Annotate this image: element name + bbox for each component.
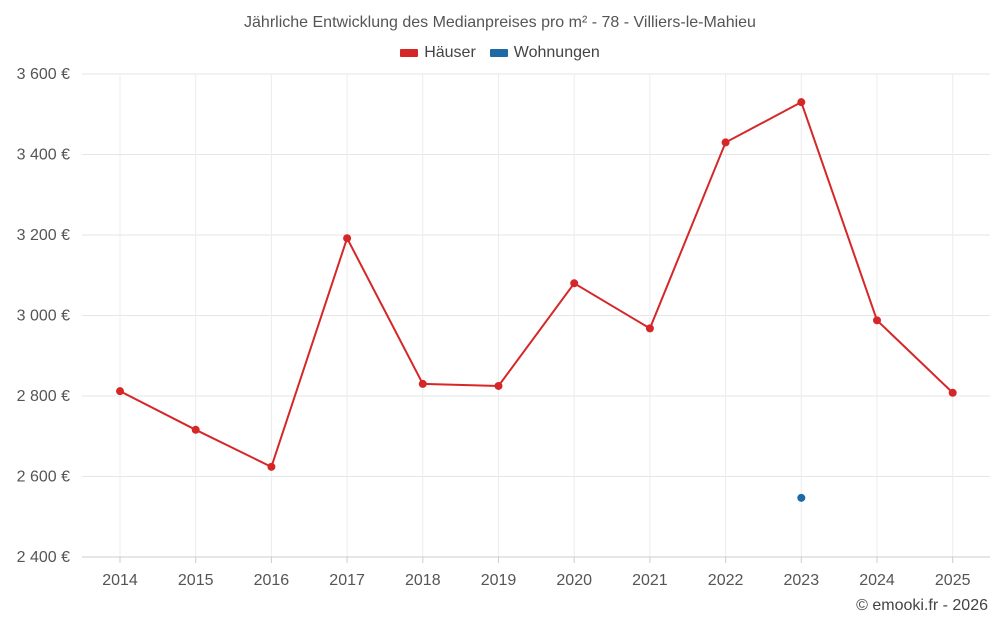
- x-tick-label: 2019: [481, 572, 517, 589]
- y-tick-label: 3 600 €: [17, 66, 70, 83]
- data-point-haeuser-2019: [494, 381, 503, 390]
- data-point-haeuser-2018: [418, 379, 427, 388]
- copyright-notice: © emooki.fr - 2026: [856, 597, 988, 614]
- data-point-haeuser-2016: [267, 462, 276, 471]
- y-tick-label: 3 000 €: [17, 308, 70, 325]
- x-tick-label: 2018: [405, 572, 441, 589]
- data-point-haeuser-2014: [116, 387, 124, 396]
- legend-swatch-haeuser: [400, 49, 419, 57]
- x-tick-label: 2015: [178, 572, 214, 589]
- legend-item-haeuser[interactable]: Häuser: [400, 44, 476, 62]
- data-point-haeuser-2023: [797, 98, 806, 107]
- data-point-haeuser-2015: [191, 425, 200, 434]
- y-tick-label: 2 400 €: [17, 549, 70, 566]
- legend-swatch-wohnungen: [489, 49, 508, 57]
- x-tick-label: 2021: [632, 572, 668, 589]
- data-point-haeuser-2025: [948, 388, 957, 397]
- y-tick-label: 2 600 €: [17, 469, 70, 486]
- x-tick-label: 2020: [556, 572, 592, 589]
- y-tick-label: 3 200 €: [17, 227, 70, 244]
- data-point-haeuser-2020: [570, 279, 579, 288]
- x-tick-label: 2023: [784, 572, 820, 589]
- data-point-wohnungen-2023: [797, 493, 806, 502]
- x-tick-label: 2022: [708, 572, 744, 589]
- y-tick-label: 2 800 €: [17, 388, 70, 405]
- legend-item-wohnungen[interactable]: Wohnungen: [489, 44, 600, 62]
- data-point-haeuser-2024: [873, 316, 881, 325]
- legend-label-haeuser: Häuser: [424, 44, 476, 61]
- chart-title: Jährliche Entwicklung des Medianpreises …: [244, 14, 756, 31]
- legend-label-wohnungen: Wohnungen: [513, 44, 600, 61]
- legend: Häuser Wohnungen: [0, 44, 1000, 62]
- x-tick-label: 2016: [254, 572, 290, 589]
- x-tick-label: 2024: [859, 572, 895, 589]
- data-point-haeuser-2017: [343, 234, 352, 243]
- x-tick-label: 2025: [935, 572, 971, 589]
- series-line-haeuser: [119, 100, 954, 469]
- x-tick-label: 2017: [329, 572, 365, 589]
- data-point-haeuser-2022: [721, 138, 730, 147]
- x-tick-label: 2014: [102, 572, 138, 589]
- y-tick-label: 3 400 €: [17, 147, 70, 164]
- data-point-haeuser-2021: [645, 324, 654, 333]
